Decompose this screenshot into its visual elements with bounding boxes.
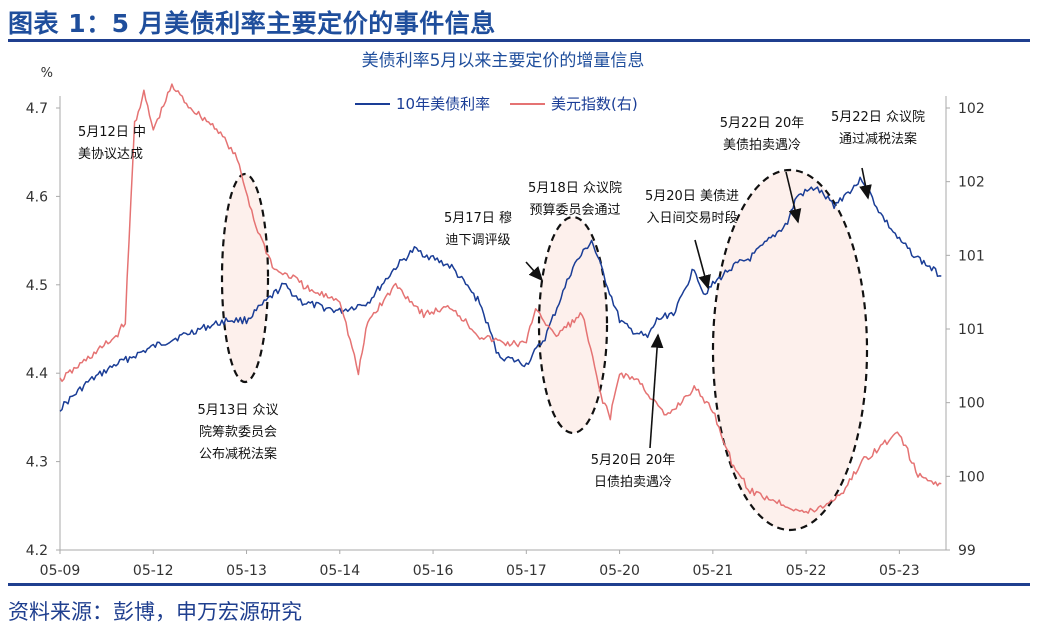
annotation-may12: 美协议达成 xyxy=(78,147,143,162)
y-left-tick-label: 4.4 xyxy=(26,366,48,382)
chart: 美债利率5月以来主要定价的增量信息% 4.2 4.3 4.4 4.5 4.6 4.7 99 10… xyxy=(26,51,985,579)
annotation-may12: 5月12日 中 xyxy=(78,125,146,140)
annotation-may22a: 5月22日 20年 xyxy=(720,116,805,131)
y-right-tick-label: 101 xyxy=(958,248,985,264)
x-tick-label: 05-22 xyxy=(786,563,827,579)
y-right-tick-label: 102 xyxy=(958,101,985,117)
legend-label-ust10y: 10年美债利率 xyxy=(396,95,490,113)
annotation-may17: 5月17日 穆 xyxy=(444,211,512,226)
annotation-arrow-5 xyxy=(859,167,872,200)
annotation-may13: 院筹款委员会 xyxy=(199,424,277,440)
y-left-unit: % xyxy=(41,66,53,81)
x-tick-label: 05-09 xyxy=(40,563,81,579)
y-right-tick-label: 102 xyxy=(958,175,985,191)
annotation-arrow-2 xyxy=(694,239,711,290)
y-right-tick-label: 99 xyxy=(958,543,976,559)
y-left-tick-label: 4.3 xyxy=(26,455,48,471)
annotation-may17: 迪下调评级 xyxy=(445,233,510,248)
annotation-may20b: 日债拍卖遇冷 xyxy=(594,475,672,490)
annotation-may20a: 入日间交易时段 xyxy=(646,210,737,226)
annotation-arrow-3 xyxy=(649,333,664,449)
annotation-may20a: 5月20日 美债进 xyxy=(645,189,739,204)
annotation-may18: 5月18日 众议院 xyxy=(528,181,622,196)
x-tick-label: 05-14 xyxy=(319,563,360,579)
annotation-may13: 5月13日 众议 xyxy=(198,403,279,418)
y-left-tick-label: 4.6 xyxy=(26,189,48,205)
y-left-tick-label: 4.2 xyxy=(26,543,48,559)
x-tick-label: 05-23 xyxy=(879,563,920,579)
series-dxy-line xyxy=(59,83,942,514)
highlight-ellipse-1 xyxy=(220,172,270,384)
annotation-may18: 预算委员会通过 xyxy=(529,203,620,218)
annotation-may22a: 美债拍卖遇冷 xyxy=(723,138,801,153)
chart-title: 美债利率5月以来主要定价的增量信息 xyxy=(362,51,645,71)
source-note: 资料来源：彭博，申万宏源研究 xyxy=(8,600,302,624)
annotation-may22b: 通过减税法案 xyxy=(839,132,917,147)
annotation-may22b: 5月22日 众议院 xyxy=(831,110,925,125)
highlight-ellipse-2 xyxy=(537,215,609,435)
y-right-tick-label: 100 xyxy=(958,396,985,412)
y-left-tick-label: 4.7 xyxy=(26,101,48,117)
y-right-tick-label: 101 xyxy=(958,322,985,338)
page-title: 图表 1：5 月美债利率主要定价的事件信息 xyxy=(8,9,496,38)
annotation-may13: 公布减税法案 xyxy=(199,447,277,462)
x-tick-label: 05-20 xyxy=(599,563,640,579)
series-ust10y-line xyxy=(59,176,942,412)
x-tick-label: 05-16 xyxy=(413,563,454,579)
x-tick-label: 05-12 xyxy=(133,563,174,579)
x-tick-label: 05-21 xyxy=(692,563,733,579)
annotation-arrow-1 xyxy=(525,261,544,282)
highlight-ellipse-3 xyxy=(711,168,869,532)
legend-label-dxy: 美元指数(右) xyxy=(551,95,638,113)
x-tick-label: 05-17 xyxy=(506,563,547,579)
y-right-tick-label: 100 xyxy=(958,469,985,485)
annotation-may20b: 5月20日 20年 xyxy=(591,453,676,468)
x-tick-label: 05-13 xyxy=(226,563,267,579)
annotation-arrow-4 xyxy=(785,171,802,224)
bottom-divider xyxy=(8,583,1030,586)
top-divider xyxy=(8,39,1030,42)
y-left-tick-label: 4.5 xyxy=(26,278,48,294)
